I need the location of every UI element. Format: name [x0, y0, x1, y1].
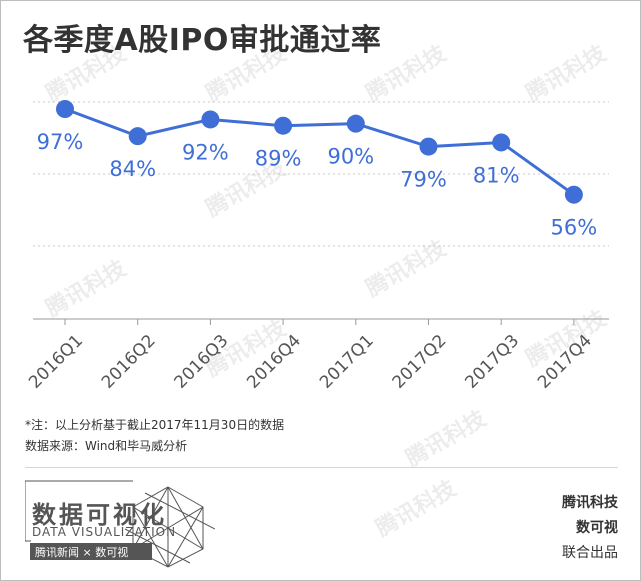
- data-point: [274, 116, 293, 135]
- logo-mesh-graphic: [25, 480, 215, 568]
- logo-subtitle: DATA VISUALIZATION: [32, 525, 177, 539]
- footnote-source: 数据来源：Wind和毕马威分析: [25, 439, 188, 453]
- logo-bar: [30, 543, 152, 560]
- data-label: 84%: [109, 157, 156, 181]
- footnote-block: *注：以上分析基于截止2017年11月30日的数据 数据来源：Wind和毕马威分…: [25, 415, 284, 457]
- data-point: [201, 110, 220, 129]
- x-tick-label: 2016Q4: [243, 331, 305, 393]
- data-point: [346, 114, 365, 133]
- logo-title: 数据可视化: [32, 501, 167, 529]
- data-label: 97%: [37, 130, 84, 154]
- divider: [25, 467, 618, 468]
- x-tick-label: 2016Q3: [171, 331, 233, 393]
- data-label: 81%: [473, 163, 520, 187]
- logo-bar-text: 腾讯新闻 × 数可视: [35, 546, 129, 559]
- data-label: 56%: [551, 216, 598, 240]
- data-point: [492, 133, 511, 152]
- x-tick-label: 2016Q1: [25, 331, 87, 393]
- data-label: 92%: [182, 140, 229, 164]
- x-tick-label: 2017Q4: [534, 331, 596, 393]
- x-tick-label: 2017Q2: [389, 331, 451, 393]
- watermark: 腾讯科技: [371, 476, 461, 542]
- data-visualization-logo: 数据可视化 DATA VISUALIZATION 腾讯新闻 × 数可视: [25, 479, 215, 569]
- series-line: [64, 107, 575, 196]
- line-chart: 97%84%92% 89% 90%79% 81%56% 2016Q1 2016Q2 201…: [25, 100, 609, 393]
- data-label: 79%: [400, 168, 447, 192]
- x-tick-label: 2017Q1: [316, 331, 378, 393]
- x-tick-label: 2016Q2: [98, 331, 160, 393]
- chart-title: 各季度A股IPO审批通过率: [23, 23, 382, 58]
- data-point: [128, 127, 147, 146]
- brand-line-3: 联合出品: [562, 545, 618, 561]
- watermark: 腾讯科技: [401, 406, 491, 472]
- data-point: [56, 100, 74, 118]
- data-label: 89%: [255, 147, 302, 171]
- data-point: [564, 185, 583, 204]
- brand-line-2: 数可视: [576, 520, 618, 536]
- footnote-note: *注：以上分析基于截止2017年11月30日的数据: [25, 418, 285, 432]
- data-label: 90%: [327, 145, 374, 169]
- data-point: [419, 137, 438, 156]
- x-tick-label: 2017Q3: [461, 331, 523, 393]
- brand-line-1: 腾讯科技: [562, 495, 618, 511]
- brand-credit: 腾讯科技 数可视 联合出品: [562, 491, 618, 566]
